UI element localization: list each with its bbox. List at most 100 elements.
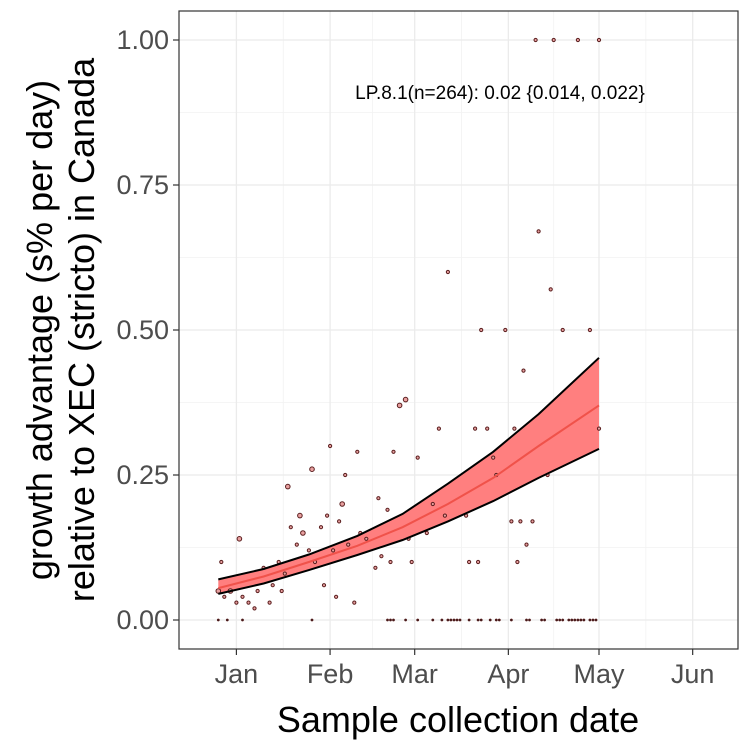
data-point xyxy=(388,559,393,565)
data-point xyxy=(521,368,526,373)
upper-bound-line xyxy=(218,357,600,581)
y-tick-label: 0.75 xyxy=(116,170,169,200)
data-point xyxy=(525,618,528,622)
data-point xyxy=(241,618,244,622)
x-tick-label: Feb xyxy=(307,659,354,689)
data-point xyxy=(485,426,490,431)
x-axis-title: Sample collection date xyxy=(277,699,639,740)
data-point xyxy=(455,618,459,622)
data-point xyxy=(430,501,435,507)
data-point xyxy=(343,472,348,478)
data-point xyxy=(570,618,574,622)
data-point xyxy=(282,571,287,576)
data-point xyxy=(310,618,314,622)
y-tick-label: 0.50 xyxy=(116,315,169,345)
data-point xyxy=(328,443,333,449)
data-point xyxy=(575,37,581,43)
data-point xyxy=(548,287,553,292)
data-point xyxy=(416,618,420,622)
data-point xyxy=(234,600,239,605)
data-point xyxy=(509,618,513,622)
y-tick-label: 1.00 xyxy=(116,25,169,55)
data-point xyxy=(389,618,392,622)
data-point xyxy=(446,618,450,622)
data-point xyxy=(391,449,396,454)
data-point xyxy=(409,559,414,565)
data-point xyxy=(216,618,220,622)
data-point xyxy=(246,600,251,605)
data-point xyxy=(497,618,501,622)
data-point xyxy=(337,519,342,524)
data-point xyxy=(445,269,450,275)
data-point xyxy=(396,402,403,409)
data-point xyxy=(379,554,384,559)
data-point xyxy=(491,455,496,460)
data-point xyxy=(518,519,523,524)
data-point xyxy=(596,426,602,431)
data-point xyxy=(431,618,435,622)
y-tick-label: 0.25 xyxy=(116,460,169,490)
data-point xyxy=(334,594,339,599)
data-point xyxy=(300,530,306,536)
data-point xyxy=(540,618,544,622)
data-point xyxy=(536,229,541,234)
x-axis-ticks: Jan Feb Mar Apr May Jun xyxy=(215,649,715,689)
data-point xyxy=(325,513,330,518)
data-point xyxy=(331,548,336,553)
data-point xyxy=(267,600,272,605)
y-tick-label: 0.00 xyxy=(116,605,169,635)
data-point xyxy=(467,559,472,565)
data-point xyxy=(424,530,429,536)
data-point xyxy=(528,618,531,622)
data-point xyxy=(355,449,360,454)
data-point xyxy=(392,618,395,622)
x-tick-label: Jan xyxy=(215,659,259,689)
data-point xyxy=(285,483,291,490)
data-point xyxy=(376,496,381,501)
data-point xyxy=(476,618,480,622)
data-point xyxy=(555,618,559,622)
data-point xyxy=(515,559,520,565)
data-point xyxy=(222,594,227,599)
y-axis-title-line-2: relative to XEC (stricto) in Canada xyxy=(61,57,102,602)
data-point xyxy=(442,513,447,518)
data-point xyxy=(404,618,408,622)
data-point xyxy=(294,542,299,547)
data-point xyxy=(318,525,324,530)
data-point xyxy=(225,618,229,622)
data-point xyxy=(288,525,293,530)
data-point xyxy=(252,606,257,611)
data-point xyxy=(579,618,583,622)
data-point xyxy=(352,600,357,605)
data-point xyxy=(479,327,484,333)
x-tick-label: Apr xyxy=(487,659,529,689)
data-point xyxy=(591,618,595,622)
data-point xyxy=(558,618,562,622)
x-tick-label: Jun xyxy=(671,659,715,689)
data-point xyxy=(467,618,471,622)
grid-lines xyxy=(179,11,738,649)
data-point xyxy=(440,618,444,622)
data-points xyxy=(215,37,602,622)
data-point xyxy=(476,559,481,565)
data-point xyxy=(436,426,441,431)
data-point xyxy=(297,512,303,519)
data-point xyxy=(339,501,346,507)
data-point xyxy=(240,594,245,599)
annotation-text: LP.8.1(n=264): 0.02 {0.014, 0.022} xyxy=(355,83,645,104)
data-point xyxy=(576,618,580,622)
data-point xyxy=(373,565,378,570)
data-point xyxy=(236,536,243,542)
data-point xyxy=(270,583,275,588)
data-point xyxy=(449,618,453,622)
data-point xyxy=(458,618,462,622)
data-point xyxy=(582,618,586,622)
data-point xyxy=(321,583,327,588)
fit-line xyxy=(218,404,600,590)
data-point xyxy=(306,548,311,553)
data-point xyxy=(503,327,508,333)
data-point xyxy=(533,37,538,43)
data-point xyxy=(524,542,529,547)
x-tick-label: May xyxy=(573,659,625,689)
